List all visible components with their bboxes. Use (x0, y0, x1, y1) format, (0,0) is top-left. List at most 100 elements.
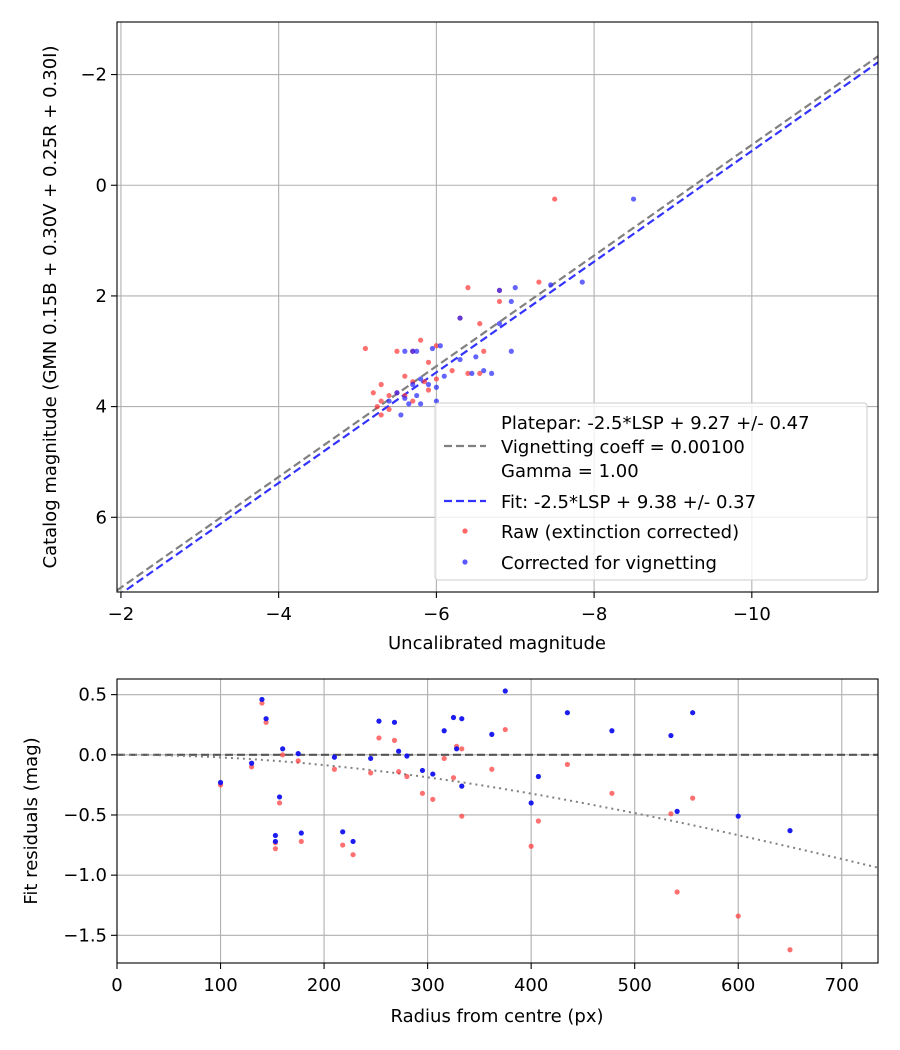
bottom-corrected-point (376, 718, 382, 724)
bottom-corrected-point (674, 808, 680, 814)
top-corrected-point (406, 401, 412, 407)
bottom-raw-point (430, 796, 436, 802)
top-y-tick-label: 0 (96, 175, 107, 196)
top-corrected-point (386, 398, 392, 404)
bottom-corrected-point (690, 710, 696, 716)
bottom-x-tick-label: 0 (111, 975, 122, 996)
top-corrected-point (548, 282, 554, 288)
bottom-raw-point (331, 766, 338, 772)
bottom-raw-point (441, 755, 447, 762)
top-raw-point (425, 359, 432, 365)
bottom-raw-point (528, 843, 534, 849)
legend-raw-marker (462, 528, 468, 534)
bottom-raw-point (376, 735, 382, 741)
top-x-tick-label: −6 (423, 604, 450, 625)
bottom-corrected-point (441, 728, 447, 734)
bottom-corrected-point (272, 838, 279, 845)
top-corrected-point (418, 376, 424, 382)
bottom-raw-point (459, 746, 465, 752)
bottom-corrected-point (668, 732, 674, 739)
top-corrected-point (402, 395, 408, 401)
top-corrected-point (433, 384, 439, 390)
bottom-corrected-point (450, 714, 457, 721)
bottom-raw-point (280, 752, 286, 758)
top-y-tick-label: 4 (96, 397, 107, 418)
bottom-corrected-point (502, 688, 508, 694)
bottom-raw-point (489, 766, 495, 772)
bottom-raw-point (396, 769, 402, 775)
magnitude-calibration-chart: −2 −4 −6 −8 −10 −2 0 2 4 6 Uncalibrated magnitude… (40, 21, 879, 654)
top-raw-point (477, 370, 483, 377)
top-corrected-point (457, 315, 463, 321)
bottom-raw-point (419, 790, 426, 796)
bottom-raw-point (502, 726, 508, 733)
top-corrected-point (488, 370, 495, 377)
top-raw-point (374, 404, 380, 410)
top-raw-point (386, 406, 392, 412)
top-raw-point (402, 373, 408, 379)
top-raw-point (477, 321, 483, 327)
top-raw-point (496, 298, 503, 305)
top-corrected-point (414, 348, 420, 354)
top-y-axis-label: Catalog magnitude (GMN 0.15B + 0.30V + 0… (40, 45, 61, 568)
legend-platepar-text-2: Vignetting coeff = 0.00100 (501, 437, 745, 458)
top-corrected-point (414, 392, 420, 399)
legend-raw-text: Raw (extinction corrected) (501, 522, 739, 543)
top-corrected-point (512, 285, 518, 291)
bottom-raw-point (668, 811, 674, 817)
bottom-x-tick-label: 400 (514, 975, 548, 996)
bottom-corrected-point (735, 813, 741, 819)
legend: Platepar: -2.5*LSP + 9.27 +/- 0.47 Vigne… (434, 402, 868, 581)
top-corrected-point (457, 356, 463, 363)
top-corrected-point (410, 381, 416, 388)
bottom-corrected-point (564, 710, 570, 716)
bottom-raw-point (340, 842, 346, 848)
top-corrected-point (473, 354, 479, 360)
top-raw-point (378, 381, 384, 388)
bottom-y-tick-label: −1.5 (63, 925, 107, 946)
top-corrected-point (410, 348, 416, 354)
top-raw-point (421, 379, 428, 385)
bottom-plot-area (117, 679, 878, 963)
bottom-corrected-point (295, 751, 301, 757)
top-raw-point (552, 196, 558, 202)
bottom-raw-point (404, 773, 410, 780)
bottom-corrected-point (276, 794, 283, 800)
top-raw-point (465, 370, 471, 377)
top-corrected-point (496, 287, 503, 293)
bottom-corrected-point (350, 838, 356, 845)
top-x-tick-label: −2 (108, 604, 135, 625)
legend-corrected-marker (462, 559, 468, 565)
bottom-data-points (217, 688, 793, 953)
bottom-corrected-point (489, 731, 495, 737)
top-x-tick-label: −10 (733, 604, 771, 625)
bottom-raw-point (674, 889, 680, 895)
top-corrected-point (508, 348, 514, 354)
top-raw-point (465, 285, 471, 291)
bottom-x-tick-label: 700 (825, 975, 859, 996)
bottom-corrected-point (430, 771, 436, 777)
top-raw-point (410, 398, 416, 404)
bottom-x-tick-label: 500 (618, 975, 652, 996)
top-corrected-point (630, 196, 637, 202)
top-raw-point (378, 398, 384, 404)
bottom-raw-point (391, 737, 398, 743)
bottom-plot-border (116, 678, 879, 964)
bottom-corrected-point (280, 746, 286, 752)
top-y-tick-label: 6 (96, 507, 107, 528)
top-corrected-point (469, 370, 475, 377)
bottom-grid (116, 679, 878, 963)
top-corrected-point (579, 279, 585, 285)
top-corrected-point (437, 343, 443, 349)
top-raw-point (481, 348, 487, 354)
top-fit-line (121, 61, 878, 592)
bottom-raw-point (535, 818, 541, 824)
top-y-tick-label: 2 (96, 286, 107, 307)
bottom-corrected-point (609, 728, 615, 734)
top-y-tick-label: −2 (80, 65, 107, 86)
top-ticks: −2 −4 −6 −8 −10 −2 0 2 4 6 (80, 65, 770, 625)
legend-corrected-text: Corrected for vignetting (501, 553, 717, 574)
top-corrected-point (441, 373, 447, 379)
residuals-chart: 0 100 200 300 400 500 600 700 0.5 0.0 −0.5 −1.0 −1.5… (21, 678, 879, 1027)
